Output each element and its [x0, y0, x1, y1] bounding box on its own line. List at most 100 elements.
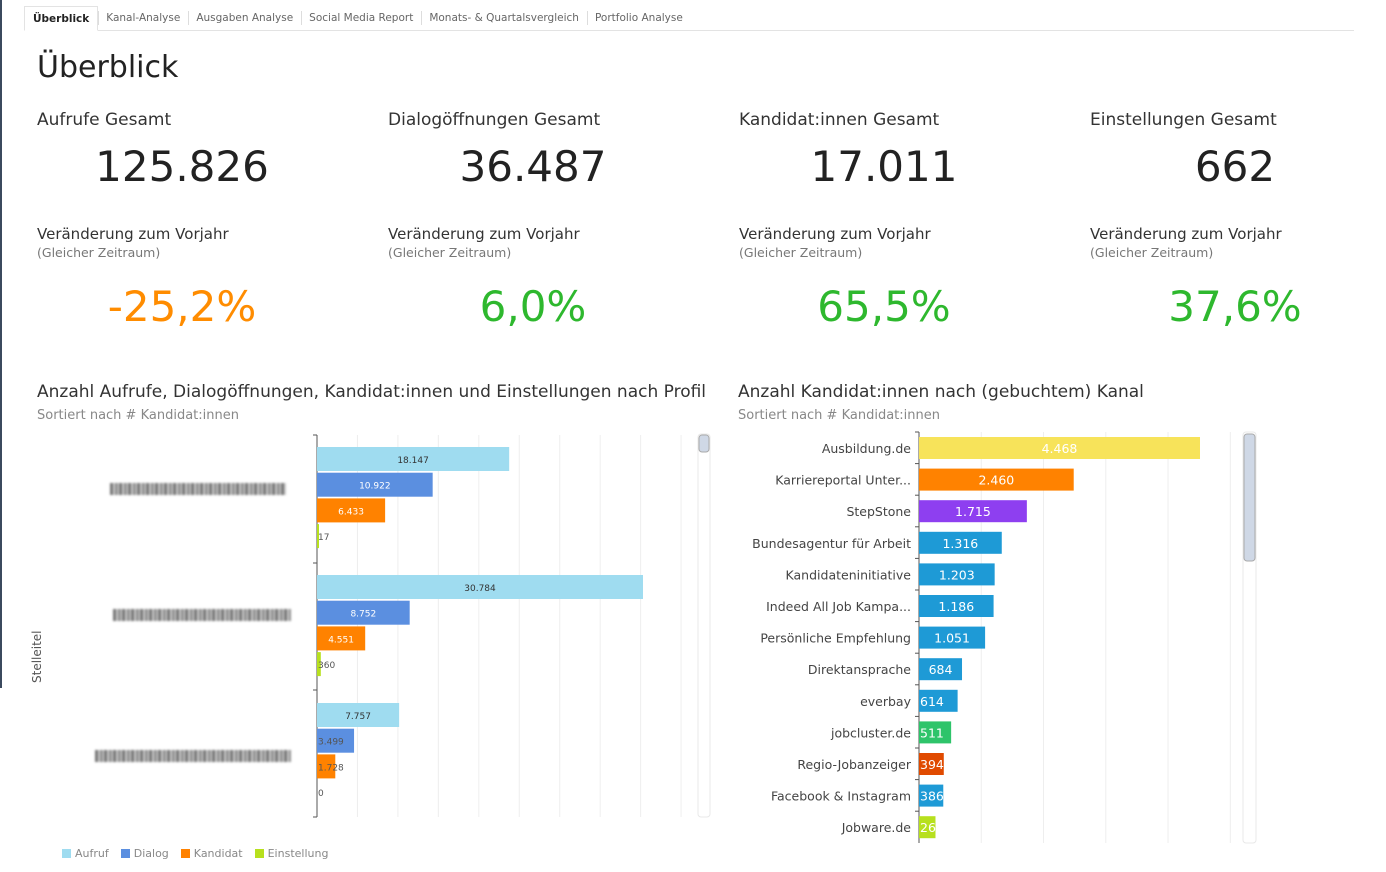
kpi-change-sub: (Gleicher Zeitraum) — [388, 245, 512, 260]
category-label: Ausbildung.de — [822, 441, 911, 456]
bar-dialog — [317, 728, 355, 753]
data-label: 684 — [929, 662, 953, 677]
legend-item[interactable]: Einstellung — [254, 847, 329, 860]
kpi-card: Einstellungen Gesamt 662 Veränderung zum… — [1090, 110, 1386, 331]
kpi-value: 36.487 — [459, 142, 607, 191]
kpi-value: 125.826 — [95, 142, 269, 191]
bar-channel — [919, 468, 1074, 491]
bar-aufruf — [317, 703, 400, 727]
data-label: 8.752 — [350, 610, 376, 620]
tab-kanal-analyse[interactable]: Kanal-Analyse — [98, 6, 188, 31]
legend-label: Kandidat — [193, 847, 243, 860]
bar-channel — [919, 721, 952, 744]
category-label: Karriereportal Unter... — [775, 473, 911, 488]
scrollbar-thumb[interactable] — [1243, 433, 1256, 562]
tab-social-media-report[interactable]: Social Media Report — [301, 6, 421, 31]
bar-kandidat — [317, 626, 366, 651]
data-label: 394 — [920, 757, 944, 772]
data-label: 1.316 — [942, 536, 978, 551]
channel-chart-subtitle: Sortiert nach # Kandidat:innen — [738, 408, 940, 423]
category-label: Facebook & Instagram — [771, 789, 911, 804]
category-label: Indeed All Job Kampa... — [766, 599, 911, 614]
legend-swatch — [120, 849, 130, 858]
data-label: 1.728 — [318, 763, 344, 773]
profile-label-1 — [110, 483, 286, 495]
bar-channel — [919, 437, 1200, 459]
kpi-title: Einstellungen Gesamt — [1090, 110, 1277, 130]
data-label: 0 — [318, 789, 324, 799]
data-label: 1.186 — [938, 599, 974, 614]
kpi-card: Dialogöffnungen Gesamt 36.487 Veränderun… — [388, 110, 728, 331]
kpi-change-label: Veränderung zum Vorjahr — [388, 225, 580, 243]
legend-item[interactable]: Kandidat — [180, 847, 243, 860]
bar-channel — [919, 753, 944, 775]
data-label: 262 — [920, 820, 944, 835]
category-label: jobcluster.de — [830, 725, 911, 740]
data-label: 3.499 — [318, 738, 344, 748]
bar-kandidat — [317, 498, 386, 523]
category-label: Regio-Jobanzeiger — [797, 757, 912, 772]
kpi-change-value: 6,0% — [479, 282, 587, 331]
kpi-change-label: Veränderung zum Vorjahr — [1090, 225, 1282, 243]
data-label: 6.433 — [338, 507, 364, 517]
profile-chart-subtitle: Sortiert nach # Kandidat:innen — [37, 408, 239, 423]
bar-aufruf — [317, 447, 510, 471]
profile-label-2 — [113, 609, 291, 621]
scrollbar-thumb[interactable] — [698, 434, 710, 453]
legend-item[interactable]: Aufruf — [62, 847, 109, 860]
legend-label: Aufruf — [75, 847, 109, 860]
kpi-change-label: Veränderung zum Vorjahr — [739, 225, 931, 243]
tab-ausgaben-analyse[interactable]: Ausgaben Analyse — [188, 6, 301, 31]
channel-chart-title: Anzahl Kandidat:innen nach (gebuchtem) K… — [738, 382, 1144, 402]
tab-monats-quartalsvergleich[interactable]: Monats- & Quartalsvergleich — [421, 6, 587, 31]
bar-channel — [919, 563, 995, 586]
legend-label: Einstellung — [267, 847, 329, 860]
kpi-change-value: 37,6% — [1168, 282, 1302, 331]
data-label: 17 — [318, 533, 329, 543]
category-label: everbay — [860, 694, 912, 709]
tab-portfolio-analyse[interactable]: Portfolio Analyse — [586, 6, 691, 31]
category-label: StepStone — [846, 504, 911, 519]
data-label: 7.757 — [345, 712, 371, 722]
scrollbar-track[interactable] — [697, 433, 711, 818]
kpi-change-value: -25,2% — [107, 282, 257, 331]
kpi-change-sub: (Gleicher Zeitraum) — [739, 245, 863, 260]
kpi-value: 662 — [1194, 142, 1276, 191]
kpi-title: Aufrufe Gesamt — [37, 110, 172, 130]
legend-item[interactable]: Dialog — [120, 847, 169, 860]
data-label: 1.203 — [939, 567, 975, 582]
bar-channel — [919, 658, 963, 681]
bar-channel — [919, 531, 1002, 554]
data-label: 4.468 — [1042, 441, 1078, 456]
bar-channel — [919, 816, 936, 839]
legend-swatch — [180, 849, 190, 858]
kpi-change-sub: (Gleicher Zeitraum) — [37, 245, 161, 260]
tab-überblick[interactable]: Überblick — [24, 6, 99, 31]
data-label: 2.460 — [978, 473, 1014, 488]
kpi-value: 17.011 — [810, 142, 958, 191]
data-label: 360 — [318, 661, 335, 671]
data-label: 10.922 — [359, 482, 391, 492]
bar-channel — [919, 626, 986, 649]
legend-label: Dialog — [133, 847, 169, 860]
bar-dialog — [317, 472, 433, 497]
category-label: Bundesagentur für Arbeit — [752, 536, 911, 551]
data-label: 511 — [920, 725, 944, 740]
legend: Aufruf Dialog Kandidat Einstellung — [62, 847, 328, 860]
category-label: Persönliche Empfehlung — [760, 631, 911, 646]
data-label: 614 — [920, 694, 944, 709]
data-label: 30.784 — [464, 584, 496, 594]
kpi-title: Kandidat:innen Gesamt — [739, 110, 940, 130]
tab-bar: Überblick Kanal-Analyse Ausgaben Analyse So… — [24, 6, 1354, 31]
bar-kandidat — [317, 754, 336, 779]
data-label: 1.715 — [955, 504, 991, 519]
data-label: 1.051 — [934, 631, 970, 646]
bar-einstellung — [317, 524, 319, 549]
category-label: Kandidateninitiative — [786, 567, 912, 582]
bar-channel — [919, 595, 994, 617]
bar-dialog — [317, 600, 410, 625]
bar-channel — [919, 500, 1027, 523]
bar-einstellung — [317, 652, 321, 677]
category-label: Jobware.de — [841, 820, 912, 835]
